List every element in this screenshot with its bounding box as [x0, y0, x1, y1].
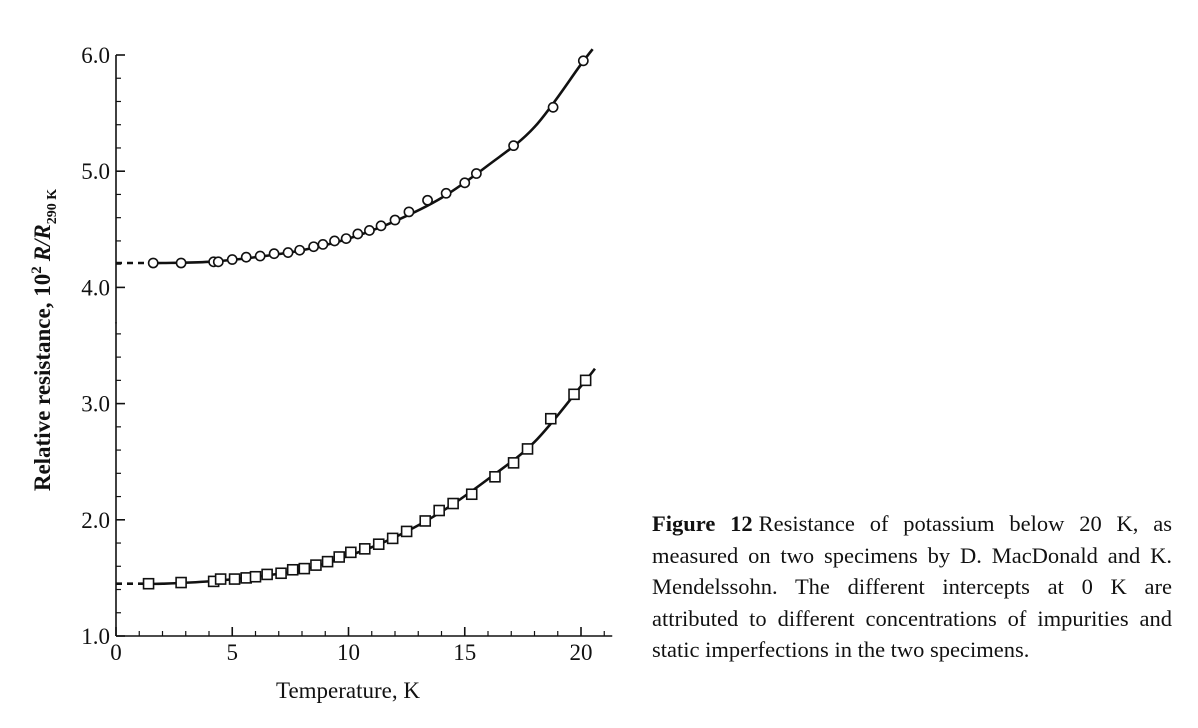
y-axis-label: Relative resistance, 102 R/R290 K — [29, 189, 60, 491]
series-2-square-point — [400, 525, 413, 538]
series-2-square-point — [386, 532, 399, 545]
y-tick-label: 6.0 — [81, 43, 110, 68]
series-2-square-point — [345, 546, 357, 559]
chart-fit-curves — [116, 48, 596, 586]
series-1-circle-point — [577, 55, 589, 67]
x-tick-label: 5 — [227, 640, 239, 665]
series-2-square-point — [321, 555, 334, 568]
series-2-square-point — [261, 568, 273, 581]
series-2-square-point — [333, 551, 346, 563]
series-1-circle-point — [308, 241, 320, 253]
series-1-circle-point — [389, 214, 401, 226]
series-2-square-point — [286, 563, 299, 576]
series-1-circle-point — [340, 233, 352, 244]
series-2-square-point — [142, 577, 155, 590]
series-2-square-point — [249, 570, 262, 583]
y-tick-label: 3.0 — [81, 392, 110, 417]
series-2-square-point — [214, 573, 227, 585]
series-1-circle-point — [317, 239, 329, 250]
chart-data-markers — [142, 55, 592, 590]
series-1-circle-point — [147, 257, 159, 269]
y-tick-label: 1.0 — [81, 624, 110, 649]
series-2-square-point — [175, 576, 187, 589]
series-1-circle-point — [254, 250, 266, 262]
series-1-circle-point — [329, 235, 340, 247]
series-1-circle-point — [268, 248, 280, 260]
series-1-circle-point — [352, 228, 364, 240]
series-2-square-point — [465, 488, 478, 501]
series-2-square-point — [372, 538, 385, 551]
y-tick-label: 2.0 — [81, 508, 110, 533]
x-tick-label: 10 — [337, 640, 360, 665]
series-2-square-point — [489, 471, 501, 483]
series-1-circle-point — [440, 187, 452, 199]
series-1-circle-point — [212, 256, 224, 268]
x-tick-label: 0 — [110, 640, 122, 665]
chart-ticks: 1.0 2.0 3.0 4.0 5.0 6.0 0 5 10 15 20 — [81, 43, 605, 665]
series-1-circle-point — [508, 140, 519, 152]
series-1-circle-point — [226, 254, 238, 265]
series-1-circle-point — [470, 168, 482, 179]
series-2-square-point — [310, 559, 322, 571]
series-2-square-point — [275, 567, 287, 580]
series-2-square-point — [544, 412, 557, 425]
x-tick-label: 15 — [453, 640, 476, 665]
figure-caption-label: Figure 12 — [652, 511, 753, 536]
series-2-square-point — [568, 388, 580, 401]
y-axis-label-variable: R/R — [30, 224, 55, 262]
series-1-circle-point — [422, 194, 433, 206]
series-1-circle-point — [547, 101, 559, 113]
series-2-square-point — [521, 443, 534, 455]
y-tick-label: 5.0 — [81, 159, 110, 184]
x-axis-label: Temperature, K — [276, 678, 420, 703]
series-2-square-point — [507, 457, 520, 469]
y-axis-label-superscript: 2 — [29, 266, 45, 274]
series-2-square-point — [358, 543, 371, 555]
series-2-square-point — [240, 572, 252, 584]
series-2-square-point — [298, 562, 311, 575]
x-tick-label: 20 — [570, 640, 593, 665]
y-tick-label: 4.0 — [81, 275, 110, 300]
figure-caption: Figure 12 Resistance of potassium below 2… — [652, 508, 1172, 666]
series-1-circle-point — [175, 257, 187, 269]
series-2-square-point — [447, 497, 459, 510]
series-2-square-point — [433, 504, 445, 517]
y-axis-label-main: Relative resistance, 10 — [30, 274, 55, 491]
figure-caption-text: Resistance of potassium below 20 K, as m… — [652, 511, 1172, 662]
series-1-circle-point — [282, 247, 294, 258]
series-2-square-point — [228, 573, 241, 585]
series-1-circle-point — [240, 251, 252, 263]
series-1-circle-point — [294, 244, 306, 256]
series-1-circle-point — [403, 206, 415, 218]
series-1-circle-point — [364, 225, 375, 236]
series-1-circle-point — [459, 177, 471, 189]
series-2-fit-curve — [148, 367, 596, 586]
series-2-square-point — [579, 374, 592, 387]
y-axis-label-subscript: 290 K — [45, 189, 60, 225]
series-2-square-point — [419, 515, 432, 527]
series-1-circle-point — [375, 220, 387, 232]
